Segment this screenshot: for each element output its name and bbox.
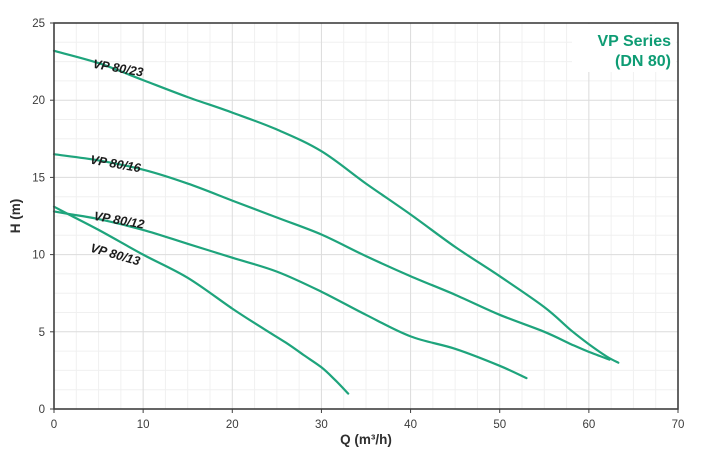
plot-frame (53, 22, 679, 410)
generated-layer: VP 80/23 VP 80/16 VP 80/12 VP 80/13 0 10 20 30 4… (32, 18, 684, 431)
x-tick-label: 10 (137, 419, 150, 431)
x-tick-label: 40 (404, 419, 417, 431)
x-tick-label: 20 (226, 419, 239, 431)
title-backdrop (572, 24, 676, 72)
y-tick-label: 20 (32, 95, 45, 107)
x-tick-label: 0 (51, 419, 57, 431)
curve-label-vp-80-13: VP 80/13 (89, 241, 142, 269)
chart-title-line1: VP Series (597, 33, 671, 50)
curve-label-vp-80-16: VP 80/16 (89, 153, 143, 176)
curve-vp-80-13 (52, 205, 350, 395)
chart-title-line2: (DN 80) (615, 53, 671, 70)
y-tick-label: 25 (32, 18, 45, 30)
x-tick-label: 60 (582, 419, 595, 431)
curve-vp-80-16 (52, 153, 611, 361)
x-tick-label: 70 (672, 419, 685, 431)
x-tick-label: 30 (315, 419, 328, 431)
x-axis-title: Q (m³/h) (340, 432, 392, 447)
curve-vp-80-12 (52, 210, 528, 380)
x-tick-label: 50 (493, 419, 506, 431)
curve-label-vp-80-12: VP 80/12 (93, 209, 146, 232)
y-tick-label: 0 (39, 404, 45, 416)
overlay-layer: VP Series (DN 80) Q (m³/h) H (m) (8, 33, 671, 447)
y-tick-label: 10 (32, 250, 45, 262)
y-tick-label: 5 (39, 327, 45, 339)
y-tick-label: 15 (32, 172, 45, 184)
curve-label-vp-80-23: VP 80/23 (92, 57, 145, 80)
curve-vp-80-23 (52, 49, 620, 364)
y-axis-title: H (m) (8, 199, 23, 234)
